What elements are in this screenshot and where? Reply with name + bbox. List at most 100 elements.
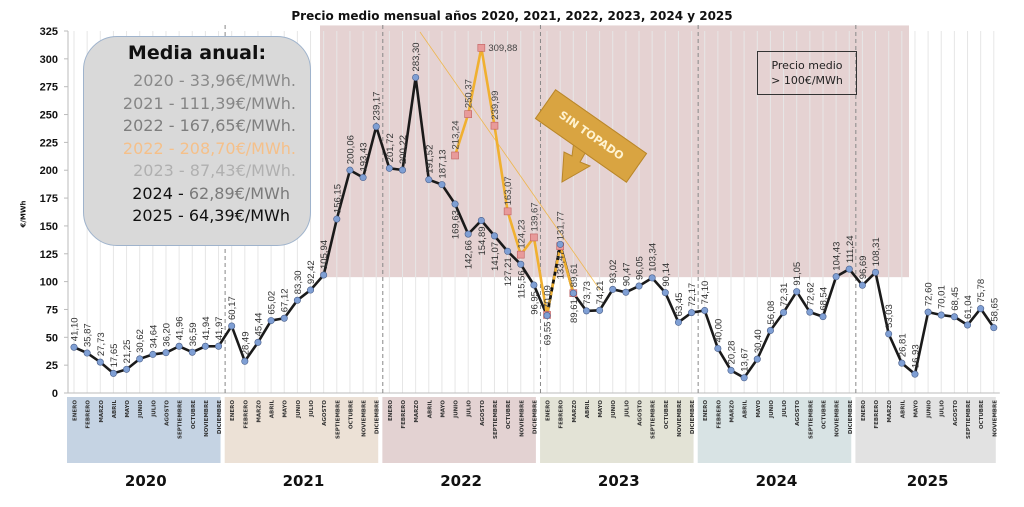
row-value: 87,43€/MWh. xyxy=(189,161,296,180)
month-label: SEPTIEMBRE xyxy=(178,400,184,439)
data-point xyxy=(438,181,446,189)
high-price-note: Precio medio > 100€/MWh xyxy=(757,51,857,95)
sin-topado-data-label: 124,23 xyxy=(516,220,527,249)
year-label: 2022 xyxy=(440,472,482,490)
data-label: 13,67 xyxy=(740,348,751,372)
month-label: SEPTIEMBRE xyxy=(493,400,499,439)
year-label: 2020 xyxy=(125,472,167,490)
annual-average-box: Media anual: 2020 - 33,96€/MWh. 2021 - 11… xyxy=(83,36,311,246)
data-point xyxy=(530,281,538,289)
data-point xyxy=(569,289,577,297)
month-label: ABRIL xyxy=(743,400,749,419)
month-label: FEBRERO xyxy=(874,400,880,429)
data-label: 28,49 xyxy=(240,331,251,355)
data-label: 191,52 xyxy=(424,145,435,174)
data-point xyxy=(307,286,315,294)
data-point xyxy=(688,309,696,317)
y-tick-label: 175 xyxy=(40,193,58,205)
row-year: 2020 - xyxy=(133,71,190,90)
sin-topado-data-label: 309,88 xyxy=(488,43,517,54)
data-label: 90,14 xyxy=(661,263,672,287)
data-label: 108,31 xyxy=(871,237,882,266)
y-tick-label: 150 xyxy=(40,221,58,233)
month-label: FEBRERO xyxy=(716,400,722,429)
data-label: 30,40 xyxy=(753,329,764,353)
month-label: JUNIO xyxy=(138,400,144,419)
month-label: MAYO xyxy=(598,400,604,418)
data-label: 35,87 xyxy=(83,323,94,347)
data-point xyxy=(701,306,709,314)
data-point xyxy=(109,369,117,377)
data-label: 72,31 xyxy=(779,283,790,307)
data-label: 36,59 xyxy=(188,322,199,346)
data-point xyxy=(201,342,209,350)
sin-topado-marker xyxy=(530,233,538,242)
data-point xyxy=(845,265,853,273)
data-point xyxy=(241,357,249,365)
month-label: ENERO xyxy=(388,400,394,421)
month-label: NOVIEMBRE xyxy=(835,400,841,437)
data-label: 20,28 xyxy=(727,341,738,365)
data-point xyxy=(149,350,157,358)
month-label: JULIO xyxy=(624,400,630,418)
data-point xyxy=(832,273,840,281)
year-block-2025 xyxy=(855,397,996,463)
data-label: 75,78 xyxy=(976,279,987,303)
data-label: 133,47 xyxy=(556,250,567,279)
data-point xyxy=(188,348,196,356)
data-point xyxy=(858,281,866,289)
month-label: FEBRERO xyxy=(243,400,249,429)
row-year: 2022 - xyxy=(122,138,180,158)
month-label: FEBRERO xyxy=(401,400,407,429)
month-label: MARZO xyxy=(887,400,893,423)
data-label: 104,43 xyxy=(832,242,843,271)
data-label: 92,42 xyxy=(306,260,317,284)
year-label: 2021 xyxy=(283,472,325,490)
month-label: ABRIL xyxy=(427,400,433,419)
annual-average-row: 2022 - 167,65€/MWh. xyxy=(84,115,310,138)
data-label: 193,43 xyxy=(359,142,370,171)
data-label: 65,02 xyxy=(267,291,278,315)
data-label: 73,73 xyxy=(582,281,593,305)
month-label: MARZO xyxy=(256,400,262,423)
month-label: AGOSTO xyxy=(953,400,959,426)
data-label: 239,17 xyxy=(372,92,383,121)
data-label: 83,30 xyxy=(293,270,304,294)
month-label: AGOSTO xyxy=(795,400,801,426)
month-label: AGOSTO xyxy=(638,400,644,426)
data-label: 103,34 xyxy=(648,243,659,272)
note-line-2: > 100€/MWh xyxy=(771,74,843,87)
data-label: 41,96 xyxy=(175,316,186,340)
sin-topado-data-label: 70,09 xyxy=(543,285,554,309)
annual-average-row: 2020 - 33,96€/MWh. xyxy=(84,70,310,93)
month-label: AGOSTO xyxy=(164,400,170,426)
month-label: NOVIEMBRE xyxy=(362,400,368,437)
row-year: 2024 - xyxy=(132,183,189,203)
y-tick-label: 225 xyxy=(40,137,58,149)
data-point xyxy=(727,366,735,374)
month-label: NOVIEMBRE xyxy=(204,400,210,437)
data-point xyxy=(372,123,380,131)
row-year: 2022 - xyxy=(122,116,180,135)
data-label: 60,17 xyxy=(227,296,238,320)
month-label: OCTUBRE xyxy=(664,400,670,429)
sin-topado-dashed-segment xyxy=(545,245,562,316)
data-label: 41,97 xyxy=(214,316,225,340)
data-point xyxy=(83,349,91,357)
data-label: 72,62 xyxy=(805,282,816,306)
year-label: 2025 xyxy=(907,472,949,490)
data-label: 115,56 xyxy=(516,270,527,298)
sin-topado-marker xyxy=(490,121,499,130)
month-label: MARZO xyxy=(414,400,420,423)
month-label: MARZO xyxy=(730,400,736,423)
data-point xyxy=(293,296,301,304)
data-label: 17,65 xyxy=(109,344,120,368)
data-label: 69,55 xyxy=(543,322,554,346)
data-label: 169,63 xyxy=(451,210,462,239)
month-label: MAYO xyxy=(440,400,446,418)
data-point xyxy=(517,260,525,268)
month-label: ABRIL xyxy=(585,400,591,419)
data-label: 41,94 xyxy=(201,317,212,341)
data-point xyxy=(674,318,682,326)
annual-average-row: 2023 - 87,43€/MWh. xyxy=(84,160,310,183)
